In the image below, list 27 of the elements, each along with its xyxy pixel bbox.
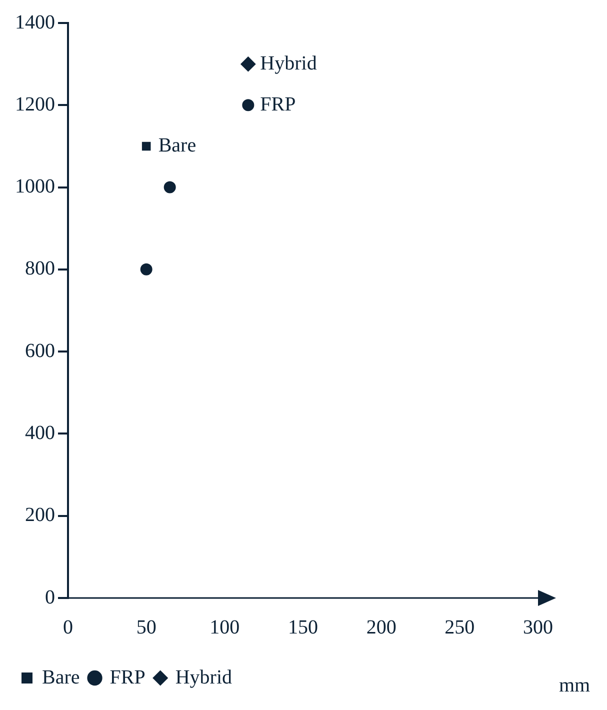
point	[142, 142, 151, 151]
point	[164, 181, 176, 194]
y-tick-label: 200	[25, 504, 55, 526]
text: FRP	[260, 93, 296, 116]
legend-label: Hybrid	[175, 666, 232, 688]
x-tick-label: 250	[444, 616, 475, 638]
point	[240, 56, 256, 72]
y-tick-label: 800	[25, 258, 55, 280]
y-tick-label: 1400	[15, 11, 55, 34]
y-tick-label: 0	[45, 586, 55, 608]
y-tick-label: 1000	[15, 176, 55, 198]
y-tick-label: 600	[25, 340, 55, 362]
x-tick-label: 200	[366, 616, 396, 638]
legend-label: FRP	[110, 666, 146, 688]
x-tick-label: 50	[136, 616, 156, 638]
y-tick-label: 400	[25, 422, 55, 444]
point	[242, 99, 254, 112]
x-tick-label: 0	[63, 616, 73, 638]
x-axis-title: mm	[559, 674, 591, 696]
x-tick-label: 100	[210, 616, 240, 638]
text: Hybrid	[260, 52, 317, 74]
y-tick-label: 1200	[15, 93, 55, 116]
legend-label: Bare	[42, 666, 80, 688]
text: Bare	[158, 134, 196, 156]
point	[140, 263, 152, 276]
x-tick-label: 300	[523, 616, 553, 638]
x-tick-label: 150	[288, 616, 318, 638]
